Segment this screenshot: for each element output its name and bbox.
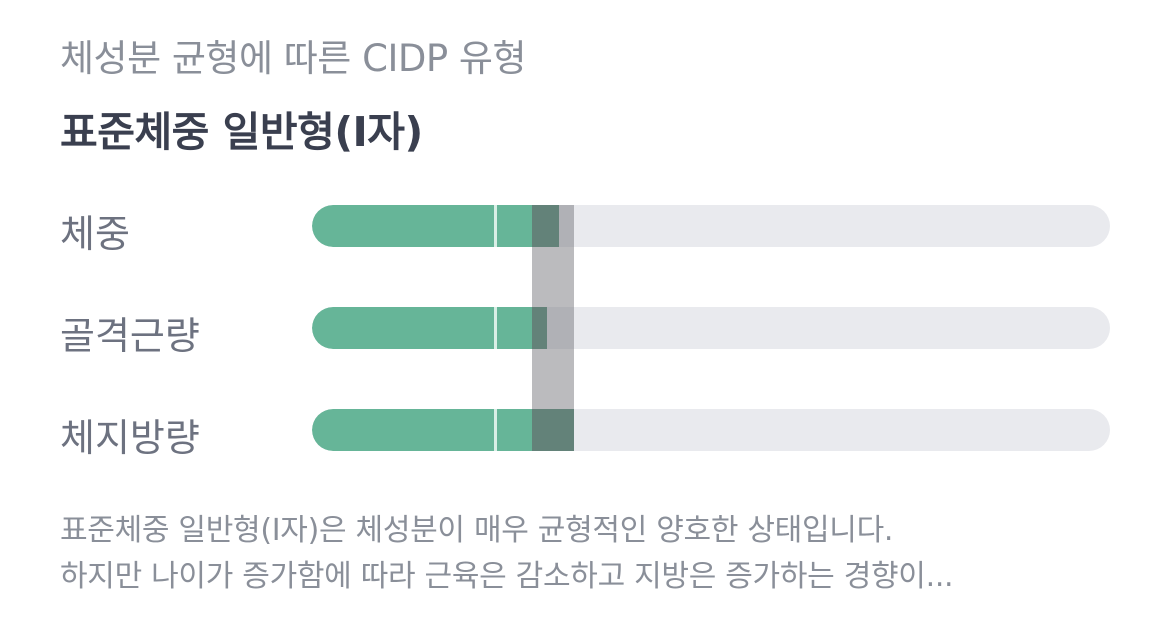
section-subtitle: 체성분 균형에 따른 CIDP 유형 xyxy=(60,37,527,80)
weight-bar-excess xyxy=(532,205,559,247)
skeletal-muscle-bar-excess xyxy=(532,307,547,349)
skeletal-muscle-bar-fill xyxy=(312,307,532,349)
body-fat-bar-tick xyxy=(494,409,497,451)
body-fat-bar-fill xyxy=(312,409,532,451)
description-line-1: 표준체중 일반형(I자)은 체성분이 매우 균형적인 양호한 상태입니다. xyxy=(60,513,894,548)
skeletal-muscle-bar-tick xyxy=(494,307,497,349)
body-fat-bar-track xyxy=(312,409,1110,451)
weight-bar-track xyxy=(312,205,1110,247)
row-label-body-fat: 체지방량 xyxy=(60,416,200,460)
weight-bar-tick xyxy=(494,205,497,247)
weight-bar-fill xyxy=(312,205,532,247)
type-description: 표준체중 일반형(I자)은 체성분이 매우 균형적인 양호한 상태입니다. 하지… xyxy=(60,508,1120,600)
row-label-weight: 체중 xyxy=(60,212,130,256)
description-line-2: 하지만 나이가 증가함에 따라 근육은 감소하고 지방은 증가하는 경향이... xyxy=(60,559,954,594)
body-fat-bar-excess xyxy=(532,409,574,451)
skeletal-muscle-bar-track xyxy=(312,307,1110,349)
cidp-type-title: 표준체중 일반형(I자) xyxy=(60,108,423,156)
row-label-skeletal-muscle: 골격근량 xyxy=(60,314,200,358)
